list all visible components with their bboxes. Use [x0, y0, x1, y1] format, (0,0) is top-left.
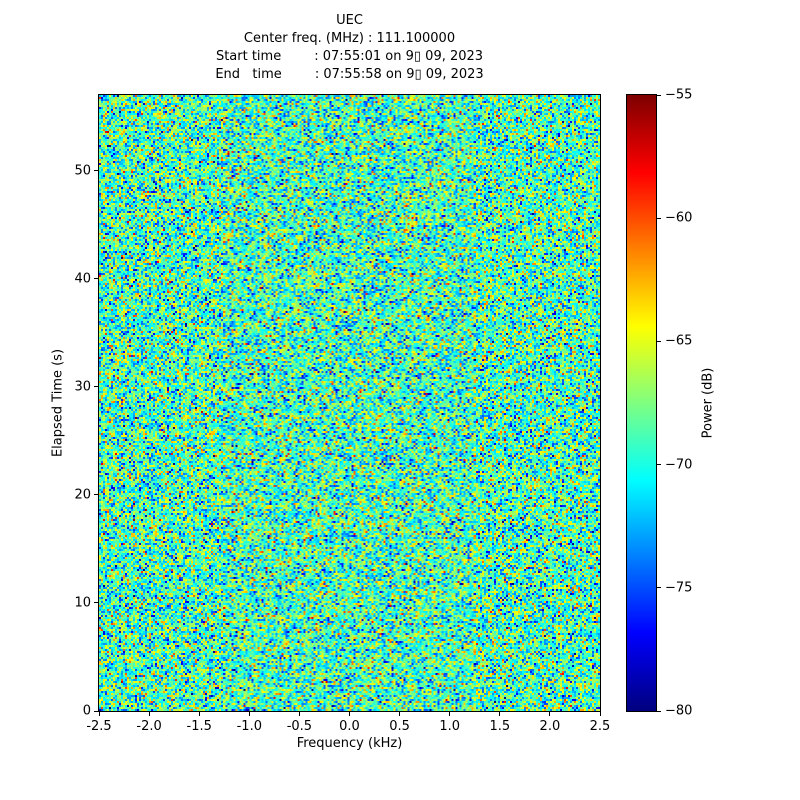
colorbar-tick-mark	[657, 464, 661, 466]
x-tick-label: 1.5	[489, 719, 511, 734]
y-tick-label: 50	[74, 163, 91, 179]
y-tick-mark	[94, 170, 98, 172]
title-block: UEC Center freq. (MHz) : 111.100000 Star…	[99, 12, 600, 84]
y-tick-mark	[94, 710, 98, 712]
colorbar-tick-mark	[657, 94, 661, 96]
y-axis-label: Elapsed Time (s)	[50, 348, 66, 458]
end-time-line: End time : 07:55:58 on 9▯ 09, 2023	[215, 67, 484, 82]
spectrogram-plot	[98, 94, 601, 712]
x-tick-mark	[599, 712, 601, 716]
colorbar-tick-mark	[657, 710, 661, 712]
x-tick-mark	[399, 712, 401, 716]
x-axis-label: Frequency (kHz)	[296, 736, 403, 751]
colorbar-label: Power (dB)	[700, 367, 716, 439]
x-tick-mark	[148, 712, 150, 716]
colorbar-tick-label: −65	[665, 333, 693, 349]
x-tick-mark	[198, 712, 200, 716]
center-freq-line: Center freq. (MHz) : 111.100000	[243, 31, 456, 46]
colorbar-tick-label: −60	[665, 210, 693, 226]
colorbar-tick-label: −75	[665, 580, 693, 596]
colorbar-tick-mark	[657, 587, 661, 589]
x-tick-mark	[248, 712, 250, 716]
x-tick-label: 0.0	[339, 719, 360, 734]
x-tick-mark	[449, 712, 451, 716]
colorbar-tick-label: −80	[665, 703, 693, 719]
chart-title: UEC	[336, 13, 363, 28]
y-tick-label: 40	[74, 271, 91, 287]
spectrogram-heatmap-canvas	[99, 95, 600, 711]
colorbar-tick-mark	[657, 217, 661, 219]
colorbar-tick-label: −70	[665, 457, 693, 473]
y-tick-mark	[94, 494, 98, 496]
x-tick-label: -2.0	[136, 719, 162, 734]
x-tick-mark	[499, 712, 501, 716]
x-tick-label: 2.0	[539, 719, 561, 734]
x-tick-label: -0.5	[286, 719, 313, 734]
colorbar-tick-mark	[657, 340, 661, 342]
x-tick-mark	[98, 712, 100, 716]
colorbar	[626, 94, 657, 712]
y-tick-label: 0	[82, 703, 91, 719]
y-tick-mark	[94, 602, 98, 604]
x-tick-mark	[549, 712, 551, 716]
x-tick-label: -1.5	[186, 719, 212, 734]
colorbar-gradient-canvas	[627, 95, 656, 711]
x-tick-mark	[349, 712, 350, 716]
x-tick-label: 1.0	[439, 719, 461, 734]
x-tick-label: -1.0	[236, 719, 262, 734]
x-tick-label: 0.5	[389, 719, 410, 734]
y-tick-mark	[94, 386, 98, 388]
y-tick-label: 20	[74, 487, 91, 503]
y-tick-label: 10	[74, 595, 91, 611]
x-tick-label: -2.5	[86, 719, 112, 734]
x-tick-mark	[298, 712, 300, 716]
colorbar-tick-label: −55	[665, 87, 693, 103]
y-tick-label: 30	[74, 379, 91, 395]
start-time-line: Start time : 07:55:01 on 9▯ 09, 2023	[215, 49, 484, 64]
x-tick-label: 2.5	[589, 719, 611, 734]
y-tick-mark	[94, 278, 98, 280]
